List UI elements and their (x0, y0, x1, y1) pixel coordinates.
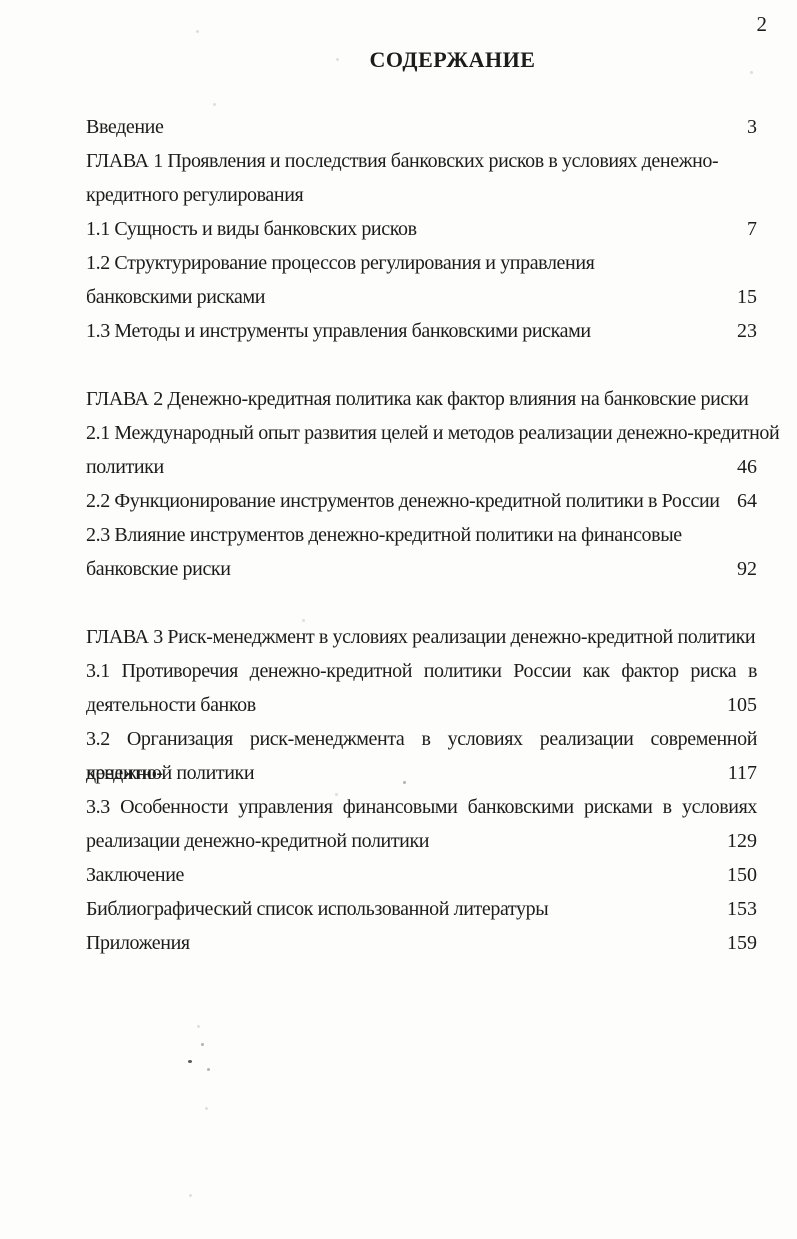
toc-entry-text: 2.1 Международный опыт развития целей и … (86, 422, 780, 444)
toc-row: ГЛАВА 3 Риск-менеджмент в условиях реали… (86, 620, 757, 654)
toc-page-number: 105 (727, 694, 757, 716)
toc-page-number: 3 (747, 116, 757, 138)
toc-row: 3.3 Особенности управления финансовыми б… (86, 790, 757, 824)
toc-entry-text: деятельности банков (86, 694, 256, 716)
scan-speck (336, 58, 339, 61)
toc-entry-text: Библиографический список использованной … (86, 898, 549, 920)
toc-entry-text: ГЛАВА 3 Риск-менеджмент в условиях реали… (86, 626, 756, 648)
toc-entry-text: кредитного регулирования (86, 184, 304, 206)
toc-row: Приложения 159 (86, 926, 757, 960)
toc-row: 3.2 Организация риск-менеджмента в услов… (86, 722, 757, 784)
toc-entry-text: Введение (86, 116, 164, 138)
scan-speck (207, 1068, 210, 1071)
toc-entry-text: 1.1 Сущность и виды банковских рисков (86, 218, 417, 240)
scan-speck (302, 619, 305, 622)
toc-page-number: 117 (727, 762, 757, 784)
toc-row: 3.1 Противоречия денежно-кредитной полит… (86, 654, 757, 688)
scan-speck (335, 793, 338, 796)
toc-row: 2.1 Международный опыт развития целей и … (86, 416, 780, 450)
toc-row: кредитной политики 117 (86, 756, 757, 790)
toc-entry-text: 2.3 Влияние инструментов денежно-кредитн… (86, 524, 682, 546)
toc-row: реализации денежно-кредитной политики 12… (86, 824, 757, 858)
scan-speck (188, 1060, 192, 1063)
scan-speck (196, 30, 199, 33)
scan-speck (197, 1025, 200, 1028)
toc-row: 2.3 Влияние инструментов денежно-кредитн… (86, 518, 757, 552)
toc-row: ГЛАВА 1 Проявления и последствия банковс… (86, 144, 757, 178)
toc-row: политики 46 (86, 450, 757, 484)
toc-page-number: 64 (737, 490, 757, 512)
toc-entry-text: 1.2 Структурирование процессов регулиров… (86, 252, 595, 274)
scan-speck (205, 1107, 208, 1110)
toc-row: деятельности банков 105 (86, 688, 757, 722)
toc-row: банковские риски 92 (86, 552, 757, 586)
toc-entry-text: ГЛАВА 2 Денежно-кредитная политика как ф… (86, 388, 749, 410)
toc-page-number: 7 (747, 218, 757, 240)
toc-row: 1.2 Структурирование процессов регулиров… (86, 246, 757, 280)
scan-speck (403, 781, 406, 784)
toc-row: 2.2 Функционирование инструментов денежн… (86, 484, 757, 518)
toc-entry-text: 1.3 Методы и инструменты управления банк… (86, 320, 591, 342)
page-number: 2 (756, 12, 768, 36)
toc-page-number: 92 (737, 558, 757, 580)
toc-entry-text: 3.1 Противоречия денежно-кредитной полит… (86, 660, 757, 682)
toc-row: 1.3 Методы и инструменты управления банк… (86, 314, 757, 348)
toc-entry-text: банковские риски (86, 558, 231, 580)
toc-page-number: 153 (727, 898, 757, 920)
toc-entry-text: кредитной политики (86, 762, 255, 784)
toc-row: Библиографический список использованной … (86, 892, 757, 926)
toc-row: Введение 3 (86, 110, 757, 144)
toc-row: 1.1 Сущность и виды банковских рисков 7 (86, 212, 757, 246)
toc-page-number: 15 (737, 286, 757, 308)
scan-speck (201, 1043, 204, 1046)
toc-page-number: 150 (727, 864, 757, 886)
toc-entry-text: ГЛАВА 1 Проявления и последствия банковс… (86, 150, 719, 172)
toc-section-gap (86, 348, 757, 382)
table-of-contents: Введение 3 ГЛАВА 1 Проявления и последст… (86, 110, 780, 960)
toc-page-number: 129 (727, 830, 757, 852)
toc-entry-text: 2.2 Функционирование инструментов денежн… (86, 490, 720, 512)
toc-row: банковскими рисками 15 (86, 280, 757, 314)
toc-entry-text: реализации денежно-кредитной политики (86, 830, 430, 852)
toc-page-number: 23 (737, 320, 757, 342)
toc-page-number: 159 (727, 932, 757, 954)
toc-entry-text: 3.3 Особенности управления финансовыми б… (86, 796, 757, 818)
toc-entry-text: Заключение (86, 864, 184, 886)
toc-row: ГЛАВА 2 Денежно-кредитная политика как ф… (86, 382, 757, 416)
toc-entry-text: Приложения (86, 932, 190, 954)
toc-page-number: 46 (737, 456, 757, 478)
scan-speck (213, 103, 216, 106)
toc-entry-text: политики (86, 456, 164, 478)
scan-speck (189, 1194, 192, 1197)
toc-row: Заключение 150 (86, 858, 757, 892)
toc-section-gap (86, 586, 757, 620)
toc-row: кредитного регулирования (86, 178, 757, 212)
scan-speck (750, 71, 753, 74)
toc-entry-text: 3.2 Организация риск-менеджмента в услов… (86, 728, 757, 784)
toc-entry-text: банковскими рисками (86, 286, 266, 308)
page-title: СОДЕРЖАНИЕ (369, 47, 536, 72)
